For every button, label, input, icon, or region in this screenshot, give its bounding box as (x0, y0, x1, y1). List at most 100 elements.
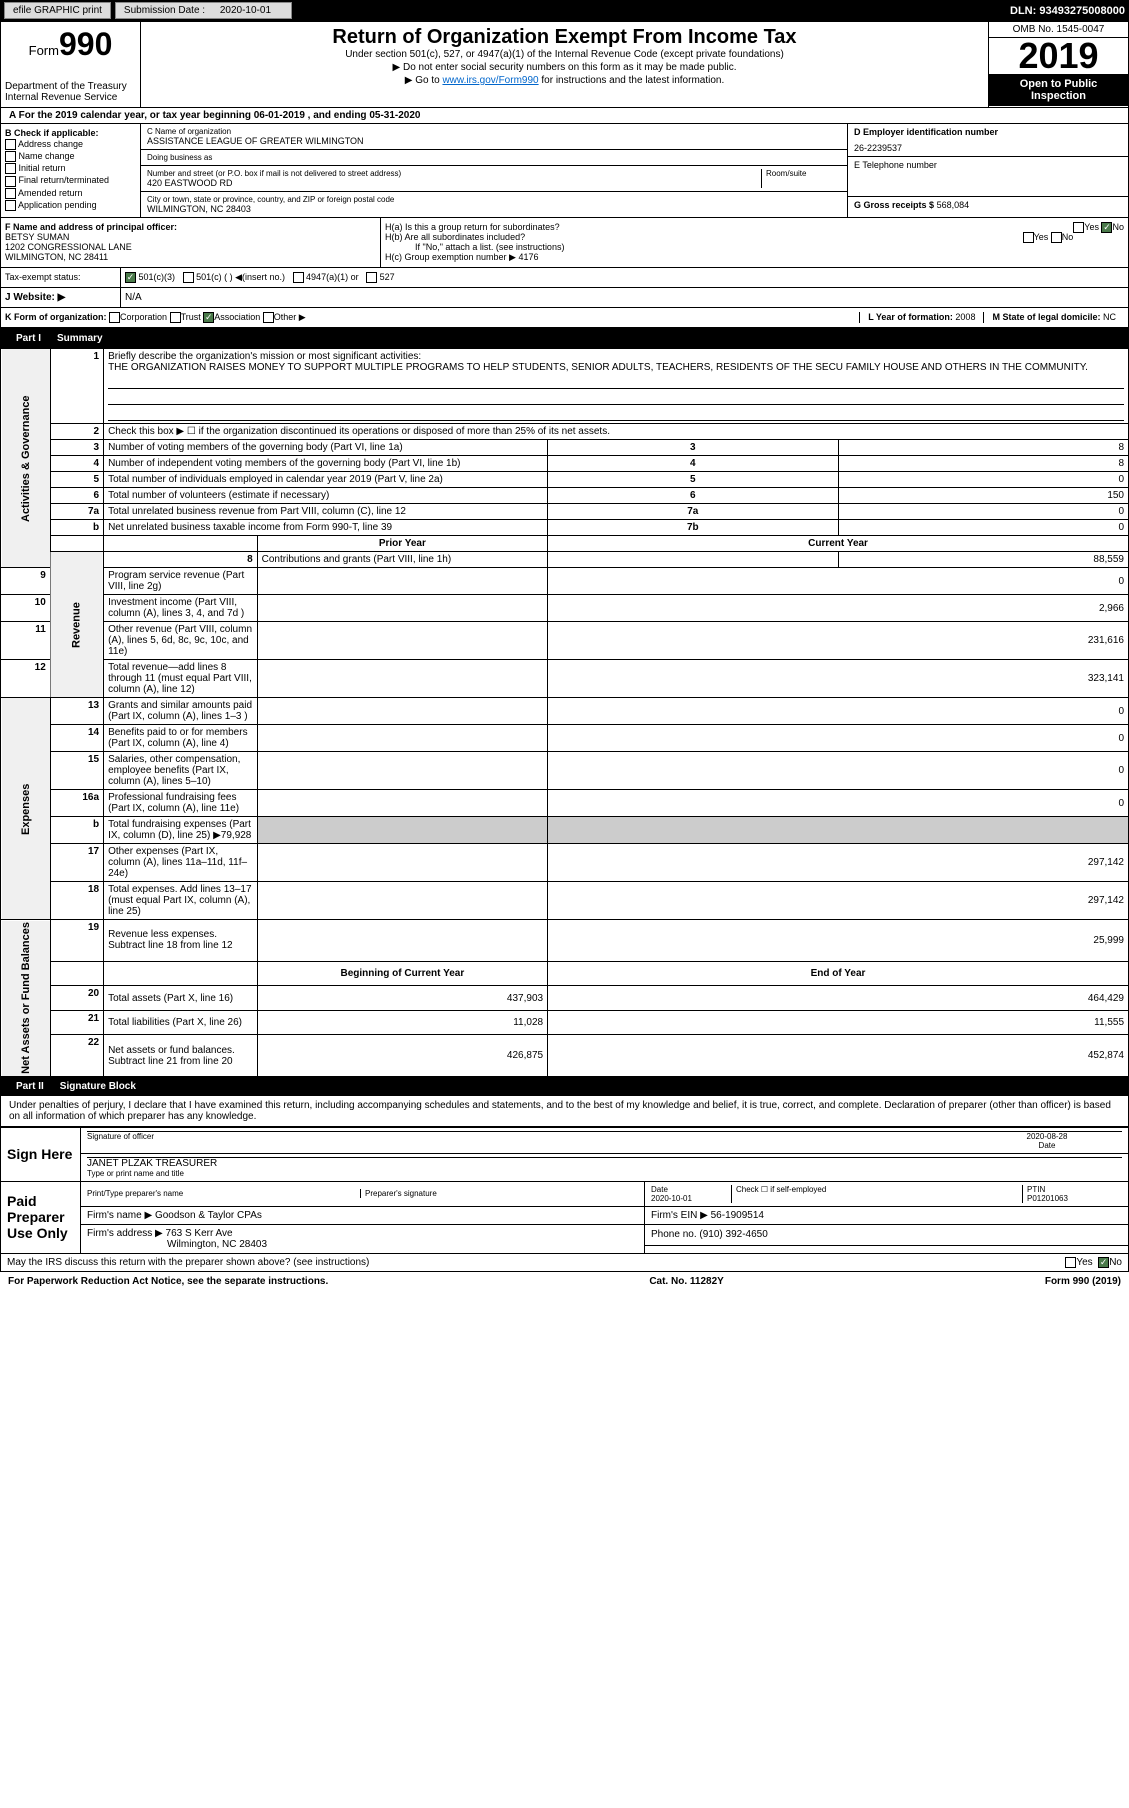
cat-no: Cat. No. 11282Y (649, 1276, 723, 1287)
cb-name[interactable]: Name change (5, 151, 136, 162)
prep-row1b: Date2020-10-01 Check ☐ if self-employed … (645, 1181, 1129, 1206)
discuss-yes[interactable] (1065, 1257, 1076, 1268)
col-c-org: C Name of organization ASSISTANCE LEAGUE… (141, 124, 848, 217)
line-15: 15Salaries, other compensation, employee… (1, 752, 1129, 790)
line-21: 21Total liabilities (Part X, line 26)11,… (1, 1010, 1129, 1035)
sub-label-text: Submission Date : (124, 5, 205, 16)
info-grid: A For the 2019 calendar year, or tax yea… (0, 108, 1129, 329)
ha-label: H(a) Is this a group return for subordin… (385, 222, 560, 232)
discuss-row: May the IRS discuss this return with the… (1, 1253, 1129, 1271)
discuss-no[interactable]: ✓ (1098, 1257, 1109, 1268)
website-value: N/A (121, 288, 1128, 307)
cb-527[interactable] (366, 272, 377, 283)
website-row: J Website: ▶ N/A (1, 288, 1128, 308)
cb-address[interactable]: Address change (5, 139, 136, 150)
org-name-label: C Name of organization (147, 127, 841, 136)
org-name-cell: C Name of organization ASSISTANCE LEAGUE… (141, 124, 847, 150)
firm-addr1: 763 S Kerr Ave (166, 1228, 233, 1239)
discuss-text: May the IRS discuss this return with the… (7, 1257, 369, 1268)
officer-typed: JANET PLZAK TREASURER (87, 1158, 1122, 1169)
goto-pre: ▶ Go to (405, 75, 443, 86)
eoy-header: End of Year (548, 961, 1129, 986)
line-16b: bTotal fundraising expenses (Part IX, co… (1, 817, 1129, 844)
h-b-row: H(b) Are all subordinates included? Yes … (385, 232, 1124, 242)
m-label: M State of legal domicile: (992, 312, 1100, 322)
tax-year: 2019 (989, 38, 1128, 74)
cb-4947[interactable] (293, 272, 304, 283)
perjury-text: Under penalties of perjury, I declare th… (0, 1096, 1129, 1127)
paid-preparer: Paid Preparer Use Only (1, 1181, 81, 1253)
line-17: 17Other expenses (Part IX, column (A), l… (1, 844, 1129, 882)
gross-value: 568,084 (937, 200, 970, 210)
tel-label: E Telephone number (854, 160, 1122, 170)
tax-period: A For the 2019 calendar year, or tax yea… (1, 108, 1128, 124)
cb-amended[interactable]: Amended return (5, 188, 136, 199)
cb-corp[interactable] (109, 312, 120, 323)
net-header: Beginning of Current YearEnd of Year (1, 961, 1129, 986)
line-2: Check this box ▶ ☐ if the organization d… (104, 424, 1129, 440)
cb-pending[interactable]: Application pending (5, 200, 136, 211)
line-8: Revenue8Contributions and grants (Part V… (1, 552, 1129, 568)
line-20: 20Total assets (Part X, line 16)437,9034… (1, 986, 1129, 1011)
goto-note: ▶ Go to www.irs.gov/Form990 for instruct… (149, 75, 980, 86)
ein-label: D Employer identification number (854, 127, 1122, 137)
line-19: Net Assets or Fund Balances19Revenue les… (1, 920, 1129, 962)
tel-cell: E Telephone number (848, 157, 1128, 197)
submission-date: 2020-10-01 (212, 3, 279, 18)
officer-name: BETSY SUMAN (5, 232, 376, 242)
self-emp-label: Check ☐ if self-employed (731, 1185, 1022, 1203)
efile-label[interactable]: efile GRAPHIC print (4, 2, 111, 19)
q1-text: Briefly describe the organization's miss… (108, 351, 1124, 362)
firm-addr2: Wilmington, NC 28403 (87, 1239, 638, 1250)
line-13: Expenses13Grants and similar amounts pai… (1, 698, 1129, 725)
title-block: Return of Organization Exempt From Incom… (141, 22, 988, 107)
line-9: 9Program service revenue (Part VIII, lin… (1, 568, 1129, 595)
firm-name-cell: Firm's name ▶ Goodson & Taylor CPAs (81, 1206, 645, 1224)
gross-label: G Gross receipts $ (854, 200, 934, 210)
vert-netassets: Net Assets or Fund Balances (1, 920, 51, 1077)
hc-label: H(c) Group exemption number ▶ (385, 252, 516, 262)
cb-assoc[interactable]: ✓ (203, 312, 214, 323)
line-22: 22Net assets or fund balances. Subtract … (1, 1035, 1129, 1077)
h-c-row: H(c) Group exemption number ▶ 4176 (385, 252, 1124, 263)
city-value: WILMINGTON, NC 28403 (147, 204, 841, 214)
tax-options: ✓ 501(c)(3) 501(c) ( ) ◀(insert no.) 494… (121, 268, 1128, 287)
page-footer: For Paperwork Reduction Act Notice, see … (0, 1272, 1129, 1291)
line-7b: bNet unrelated business taxable income f… (1, 520, 1129, 536)
l-label: L Year of formation: (868, 312, 953, 322)
addr-label: Number and street (or P.O. box if mail i… (147, 169, 761, 178)
firm-phone: (910) 392-4650 (699, 1229, 767, 1240)
firm-addr-cell: Firm's address ▶ 763 S Kerr Ave Wilmingt… (81, 1224, 645, 1253)
cb-other[interactable] (263, 312, 274, 323)
row-f-h: F Name and address of principal officer:… (1, 218, 1128, 268)
cb-501c[interactable] (183, 272, 194, 283)
cb-trust[interactable] (170, 312, 181, 323)
sign-here: Sign Here (1, 1127, 81, 1181)
h-note: If "No," attach a list. (see instruction… (385, 242, 1124, 252)
hc-val: 4176 (519, 252, 539, 262)
goto-post: for instructions and the latest informat… (541, 75, 724, 86)
officer-addr1: 1202 CONGRESSIONAL LANE (5, 242, 376, 252)
f-label: F Name and address of principal officer: (5, 222, 376, 232)
hb-label: H(b) Are all subordinates included? (385, 232, 525, 242)
col-h-group: H(a) Is this a group return for subordin… (381, 218, 1128, 267)
ssn-note: ▶ Do not enter social security numbers o… (149, 62, 980, 73)
subtitle: Under section 501(c), 527, or 4947(a)(1)… (149, 49, 980, 60)
line-16a: 16aProfessional fundraising fees (Part I… (1, 790, 1129, 817)
city-cell: City or town, state or province, country… (141, 192, 847, 217)
prep-date: 2020-10-01 (651, 1194, 731, 1203)
cb-final[interactable]: Final return/terminated (5, 175, 136, 186)
cb-501c3[interactable]: ✓ (125, 272, 136, 283)
cb-initial[interactable]: Initial return (5, 163, 136, 174)
rev-header: Prior YearCurrent Year (1, 536, 1129, 552)
line-5: 5Total number of individuals employed in… (1, 472, 1129, 488)
dba-cell: Doing business as (141, 150, 847, 166)
sig-date: 2020-08-28 (972, 1132, 1122, 1141)
part2-title: Signature Block (52, 1081, 136, 1092)
irs-link[interactable]: www.irs.gov/Form990 (442, 75, 538, 86)
line-16b-desc: Total fundraising expenses (Part IX, col… (104, 817, 258, 844)
website-label: J Website: ▶ (1, 288, 121, 307)
ptin-value: P01201063 (1027, 1194, 1122, 1203)
summary-table: Activities & Governance 1 Briefly descri… (0, 348, 1129, 1077)
officer-addr2: WILMINGTON, NC 28411 (5, 252, 376, 262)
